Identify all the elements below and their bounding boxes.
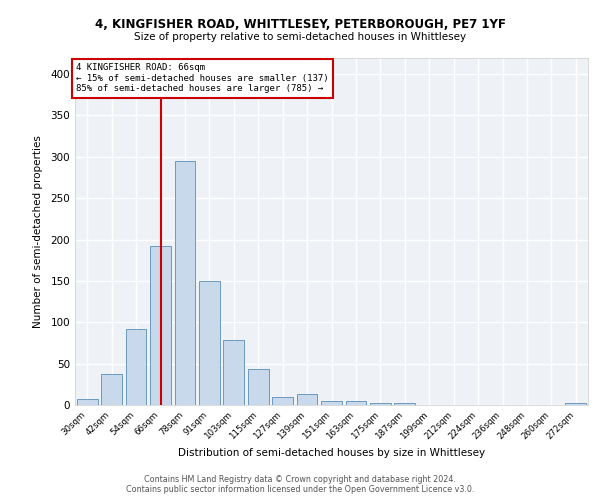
X-axis label: Distribution of semi-detached houses by size in Whittlesey: Distribution of semi-detached houses by …: [178, 448, 485, 458]
Bar: [223, 340, 244, 405]
Bar: [101, 374, 122, 405]
Bar: [296, 394, 317, 405]
Bar: [175, 161, 196, 405]
Bar: [125, 329, 146, 405]
Bar: [370, 402, 391, 405]
Bar: [272, 396, 293, 405]
Bar: [394, 402, 415, 405]
Bar: [248, 368, 269, 405]
Text: 4 KINGFISHER ROAD: 66sqm
← 15% of semi-detached houses are smaller (137)
85% of : 4 KINGFISHER ROAD: 66sqm ← 15% of semi-d…: [76, 64, 329, 93]
Bar: [565, 402, 586, 405]
Bar: [77, 399, 98, 405]
Bar: [321, 401, 342, 405]
Text: Contains HM Land Registry data © Crown copyright and database right 2024.: Contains HM Land Registry data © Crown c…: [144, 475, 456, 484]
Text: Size of property relative to semi-detached houses in Whittlesey: Size of property relative to semi-detach…: [134, 32, 466, 42]
Y-axis label: Number of semi-detached properties: Number of semi-detached properties: [34, 135, 43, 328]
Bar: [150, 246, 171, 405]
Text: 4, KINGFISHER ROAD, WHITTLESEY, PETERBOROUGH, PE7 1YF: 4, KINGFISHER ROAD, WHITTLESEY, PETERBOR…: [95, 18, 505, 30]
Bar: [346, 401, 367, 405]
Bar: [199, 281, 220, 405]
Text: Contains public sector information licensed under the Open Government Licence v3: Contains public sector information licen…: [126, 484, 474, 494]
